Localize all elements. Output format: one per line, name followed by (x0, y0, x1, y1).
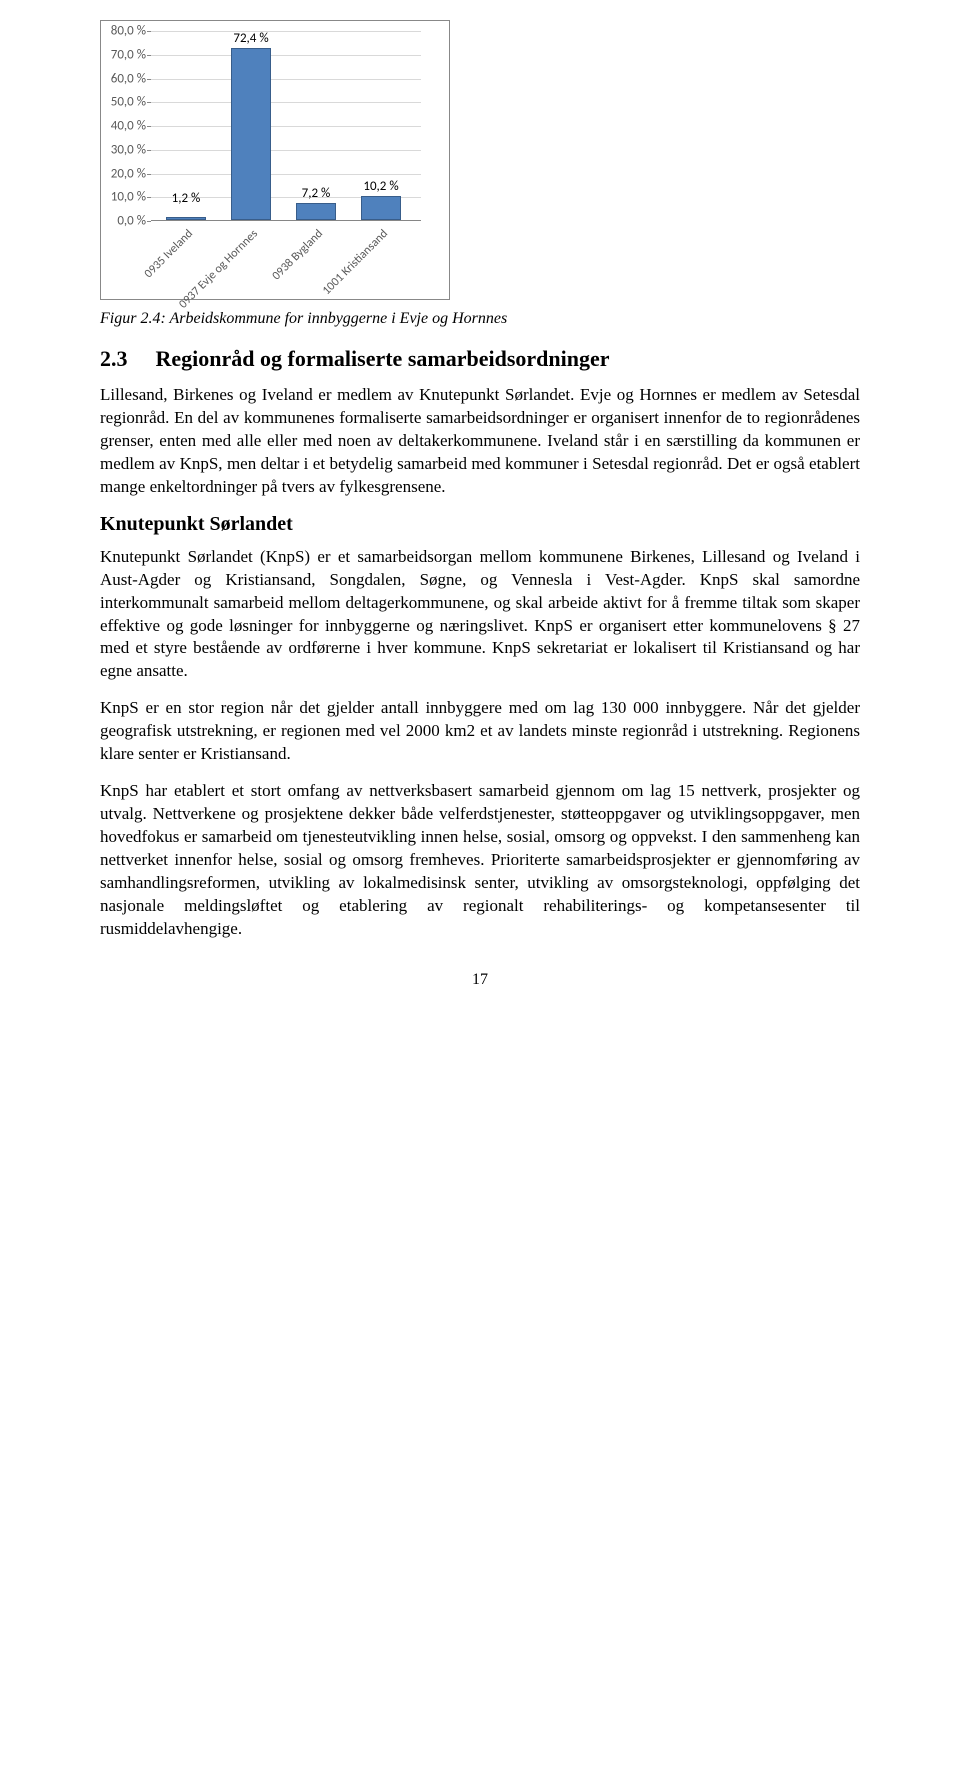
bar-value-label: 7,2 % (297, 186, 335, 201)
section-title: Regionråd og formaliserte samarbeidsordn… (156, 346, 610, 372)
x-axis-tick-label: 0935 Iveland (101, 227, 186, 312)
bar-value-label: 1,2 % (167, 191, 205, 206)
section-heading: 2.3 Regionråd og formaliserte samarbeids… (100, 346, 860, 372)
section-number: 2.3 (100, 346, 128, 372)
y-axis-tick-label: 60,0 % (96, 71, 146, 86)
page-number: 17 (100, 971, 860, 989)
y-axis-tick-label: 50,0 % (96, 95, 146, 110)
paragraph: KnpS har etablert et stort omfang av net… (100, 780, 860, 941)
y-axis-tick-label: 10,0 % (96, 190, 146, 205)
bar-value-label: 10,2 % (362, 179, 400, 194)
paragraph: Lillesand, Birkenes og Iveland er medlem… (100, 384, 860, 499)
y-axis-tick-label: 30,0 % (96, 142, 146, 157)
chart-bar: 72,4 % (231, 48, 271, 220)
bar-value-label: 72,4 % (232, 31, 270, 46)
subsection-heading: Knutepunkt Sørlandet (100, 513, 860, 536)
paragraph: Knutepunkt Sørlandet (KnpS) er et samarb… (100, 546, 860, 684)
chart-plot-area: 0,0 %10,0 %20,0 %30,0 %40,0 %50,0 %60,0 … (151, 31, 421, 221)
chart-bar: 1,2 % (166, 217, 206, 220)
y-axis-tick-label: 20,0 % (96, 166, 146, 181)
paragraph: KnpS er en stor region når det gjelder a… (100, 697, 860, 766)
figure-caption: Figur 2.4: Arbeidskommune for innbyggern… (100, 310, 860, 328)
y-axis-tick-label: 80,0 % (96, 24, 146, 39)
bar-chart: 0,0 %10,0 %20,0 %30,0 %40,0 %50,0 %60,0 … (100, 20, 450, 300)
y-axis-tick-label: 0,0 % (96, 214, 146, 229)
y-axis-tick-label: 40,0 % (96, 119, 146, 134)
chart-bar: 10,2 % (361, 196, 401, 220)
y-axis-tick-label: 70,0 % (96, 47, 146, 62)
chart-bar: 7,2 % (296, 203, 336, 220)
